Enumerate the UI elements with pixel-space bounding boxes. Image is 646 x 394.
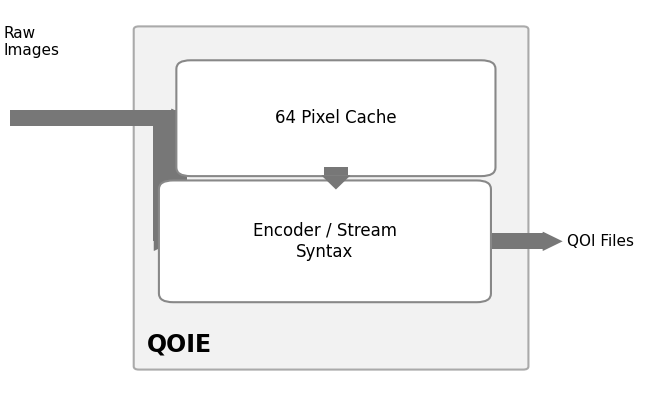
Text: Raw
Images: Raw Images [3, 26, 59, 58]
FancyArrow shape [171, 109, 191, 128]
FancyBboxPatch shape [159, 180, 491, 302]
Text: Encoder / Stream
Syntax: Encoder / Stream Syntax [253, 222, 397, 261]
Text: 64 Pixel Cache: 64 Pixel Cache [275, 109, 397, 127]
Text: QOIE: QOIE [147, 333, 213, 357]
FancyArrow shape [154, 232, 174, 251]
Bar [477, 233, 543, 249]
FancyBboxPatch shape [176, 60, 495, 176]
FancyArrow shape [322, 175, 350, 190]
FancyBboxPatch shape [134, 26, 528, 370]
Text: QOI Files: QOI Files [567, 234, 634, 249]
Bar [171, 110, 187, 126]
Bar [154, 233, 187, 249]
Bar [324, 167, 348, 175]
Bar [10, 110, 187, 126]
Bar [153, 118, 187, 241]
FancyArrow shape [543, 232, 563, 251]
